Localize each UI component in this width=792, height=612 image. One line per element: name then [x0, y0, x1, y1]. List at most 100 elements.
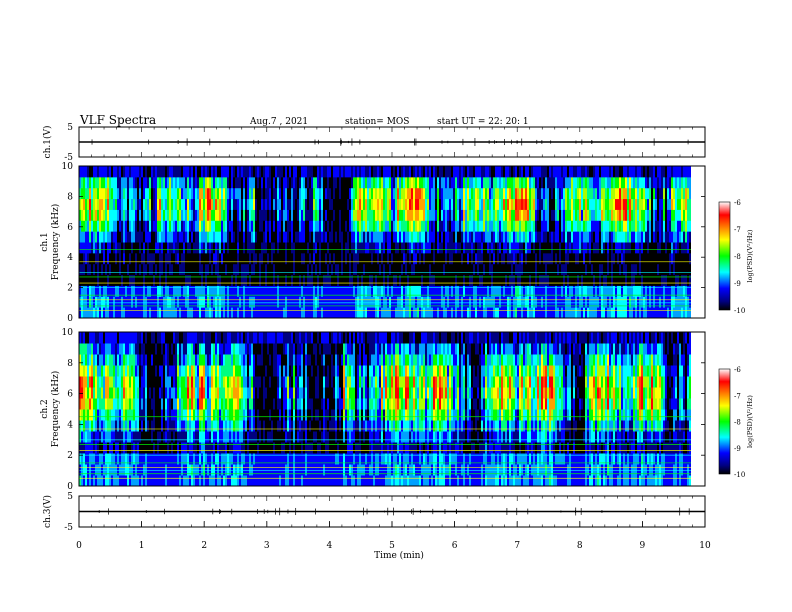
spectrogram-cell	[287, 209, 290, 221]
spectrogram-cell	[145, 231, 148, 243]
spectrogram-cell	[145, 187, 148, 200]
spectrogram-cell	[309, 307, 312, 319]
spectrogram-cell	[145, 376, 148, 388]
spectrogram-cell	[167, 231, 170, 243]
spectrogram-cell	[85, 231, 88, 243]
spectrogram-cell	[459, 307, 462, 319]
spectrogram-cell	[95, 285, 98, 297]
spectrogram-cell	[659, 285, 662, 297]
spectrogram-cell	[143, 475, 146, 487]
spectrogram-cell	[351, 307, 354, 319]
spectrogram-cell	[107, 387, 110, 399]
spectrogram-cell	[301, 187, 304, 200]
spectrogram-cell	[491, 166, 494, 178]
spectrogram-cell	[339, 209, 342, 221]
spectrogram-cell	[153, 475, 156, 487]
spectrogram-cell	[135, 431, 138, 443]
spectrogram-cell	[85, 285, 88, 297]
spectrogram-cell	[123, 398, 126, 410]
spectrogram-cell	[483, 252, 486, 265]
spectrogram-cell	[355, 252, 358, 265]
spectrogram-cell	[115, 187, 118, 200]
spectrogram-cell	[123, 332, 126, 344]
spectrogram-cell	[345, 242, 348, 254]
spectrogram-cell	[343, 242, 346, 254]
spectrogram-cell	[237, 166, 240, 178]
spectrogram-cell	[81, 296, 84, 308]
spectrogram-cell	[101, 296, 104, 308]
spectrogram-cell	[657, 187, 660, 200]
spectrogram-cell	[121, 343, 124, 355]
spectrogram-cell	[491, 231, 494, 243]
spectrogram-cell	[525, 209, 528, 221]
spectrogram-cell	[167, 431, 170, 443]
spectrogram-cell	[111, 166, 114, 178]
spectrogram-cell	[135, 209, 138, 221]
spectrogram-cell	[369, 307, 372, 319]
spectrogram-cell	[409, 166, 412, 178]
spectrogram-cell	[283, 187, 286, 200]
spectrogram-cell	[361, 263, 364, 276]
spectrogram-cell	[183, 263, 186, 276]
spectrogram-cell	[101, 332, 104, 344]
spectrogram-cell	[549, 274, 552, 286]
spectrogram-cell	[181, 209, 184, 221]
spectrogram-cell	[517, 231, 520, 243]
spectrogram-cell	[129, 409, 132, 421]
spectrogram-cell	[151, 343, 154, 355]
spectrogram-cell	[147, 453, 150, 465]
spectrogram-cell	[313, 166, 316, 178]
spectrogram-cell	[593, 220, 596, 232]
spectrogram-cell	[165, 453, 168, 465]
spectrogram-cell	[195, 263, 198, 276]
spectrogram-cell	[235, 242, 238, 254]
spectrogram-cell	[171, 166, 174, 178]
y-axis-label: Frequency (kHz)	[50, 204, 61, 281]
spectrogram-cell	[115, 453, 118, 465]
spectrogram-cell	[327, 274, 330, 286]
spectrogram-cell	[601, 285, 604, 297]
spectrogram-cell	[361, 198, 364, 210]
spectrogram-cell	[369, 285, 372, 297]
spectrogram-cell	[511, 307, 514, 319]
spectrogram-cell	[165, 274, 168, 286]
spectrogram-cell	[453, 252, 456, 265]
spectrogram-cell	[231, 176, 234, 189]
spectrogram-cell	[519, 307, 522, 319]
spectrogram-cell	[655, 187, 658, 200]
spectrogram-cell	[443, 296, 446, 308]
spectrogram-cell	[559, 296, 562, 308]
spectrogram-cell	[169, 198, 172, 210]
spectrogram-cell	[245, 274, 248, 286]
spectrogram-cell	[645, 176, 648, 189]
spectrogram-cell	[431, 209, 434, 221]
spectrogram-cell	[527, 220, 530, 232]
spectrogram-cell	[589, 176, 592, 189]
spectrogram-cell	[133, 209, 136, 221]
spectrogram-cell	[377, 263, 380, 276]
spectrogram-cell	[523, 307, 526, 319]
spectrogram-cell	[639, 209, 642, 221]
spectrogram-cell	[287, 187, 290, 200]
spectrogram-cell	[87, 431, 90, 443]
spectrogram-cell	[93, 409, 96, 421]
spectrogram-cell	[677, 166, 680, 178]
spectrogram-cell	[443, 307, 446, 319]
spectrogram-cell	[501, 263, 504, 276]
spectrogram-cell	[533, 231, 536, 243]
spectrogram-cell	[483, 220, 486, 232]
spectrogram-cell	[539, 166, 542, 178]
spectrogram-cell	[533, 274, 536, 286]
spectrogram-cell	[305, 285, 308, 297]
spectrogram-cell	[307, 220, 310, 232]
spectrogram-cell	[513, 187, 516, 200]
spectrogram-cell	[443, 176, 446, 189]
spectrogram-cell	[335, 231, 338, 243]
spectrogram-cell	[109, 365, 112, 377]
spectrogram-cell	[537, 166, 540, 178]
spectrogram-cell	[629, 209, 632, 221]
date-label: Aug.7 , 2021	[249, 117, 308, 127]
spectrogram-cell	[481, 307, 484, 319]
spectrogram-cell	[153, 365, 156, 377]
spectrogram-cell	[229, 176, 232, 189]
